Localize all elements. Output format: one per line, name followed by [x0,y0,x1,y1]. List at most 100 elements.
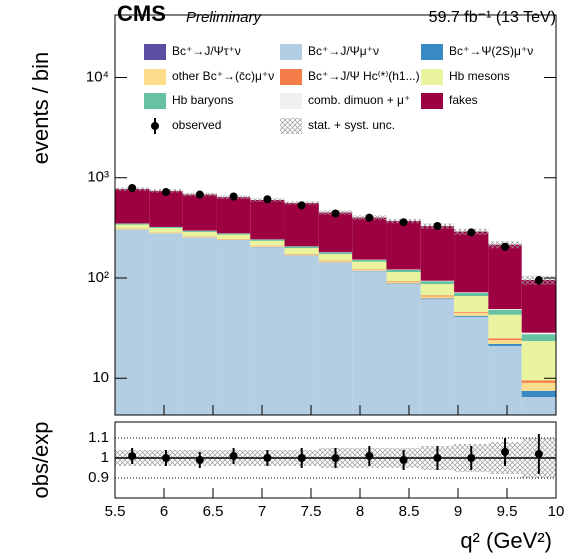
data-point [467,454,476,462]
bar-segment [115,189,150,224]
bar-segment [182,230,217,232]
bar-segment [488,343,522,346]
y-tick-label: 10² [87,269,109,286]
y-tick-label: 0.9 [88,469,109,486]
bar-segment [454,315,489,317]
legend-swatch [144,69,166,85]
bar-segment [488,338,522,341]
bar-segment [488,340,522,344]
bar-segment [386,281,421,283]
bar-segment [182,236,217,238]
data-point [263,195,272,204]
plot-frame [114,14,557,416]
legend-swatch [144,93,166,109]
bar-segment [250,247,285,415]
bar-segment [386,269,421,273]
legend-label: Hb mesons [449,69,510,83]
legend-swatch [144,44,166,60]
data-point [229,192,238,201]
legend-swatch [151,122,159,130]
legend-label: Hb baryons [172,93,233,107]
bar-segment [115,228,150,230]
legend-label: fakes [449,93,478,107]
bar-segment [115,223,150,225]
data-point [534,276,543,285]
legend-swatch [421,44,443,60]
legend-label: Bc⁺→J/Ψτ⁺ν [172,44,241,58]
x-tick-label: 7.5 [301,503,322,520]
bar-segment [149,228,183,233]
bar-segment [521,380,556,383]
bar-segment [488,309,522,315]
bar-segment [386,282,421,284]
bar-segment [352,259,387,262]
bar-segment [250,239,285,241]
data-point [501,448,510,456]
bar-segment [149,233,183,415]
legend-swatch [421,69,443,85]
legend-label: Bc⁺→J/Ψμ⁺ν [308,44,379,58]
data-point [399,456,408,464]
data-point [263,454,272,462]
legend-swatch [280,44,302,60]
data-point [128,452,137,460]
x-axis-label: q² (GeV²) [460,528,552,553]
bar-segment [182,194,217,231]
data-point [128,184,137,193]
bar-segment [521,382,556,391]
ratio-y-label: obs/exp [28,421,53,498]
bar-segment [454,311,489,313]
x-tick-label: 9.5 [497,503,518,520]
bar-segment [454,296,489,312]
bar-segment [216,239,251,241]
bar-segment [352,217,387,260]
bar-segment [488,314,522,339]
data-point [331,209,340,218]
bar-segment [318,212,353,253]
bar-segment [318,262,353,415]
legend-label: stat. + syst. unc. [308,118,395,132]
bar-segment [454,316,489,415]
bar-segment [318,260,353,262]
data-point [433,222,442,231]
y-tick-label: 1.1 [88,429,109,446]
subtitle: Preliminary [186,9,263,26]
bar-segment [115,224,150,229]
bar-segment [216,234,251,239]
data-point [365,213,374,222]
bar-segment [318,261,353,263]
bar-segment [352,269,387,271]
data-point [467,228,476,237]
bar-segment [521,390,556,398]
bar-segment [488,244,522,310]
bar-segment [284,202,319,247]
bar-segment [149,232,183,234]
data-point [297,201,306,210]
plot-frame [114,421,557,499]
bar-segment [115,229,150,415]
x-tick-label: 6 [160,503,168,520]
data-point [399,218,408,227]
legend-swatch [421,93,443,109]
data-point [331,454,340,462]
data-point [433,454,442,462]
x-tick-label: 6.5 [203,503,224,520]
bar-segment [420,299,455,415]
bar-segment [420,284,455,296]
bar-segment [420,281,455,285]
x-tick-label: 7 [258,503,266,520]
legend-label: observed [172,118,221,132]
bar-segment [216,240,251,415]
x-tick-label: 9 [454,503,462,520]
bar-segment [420,226,455,281]
data-point [534,450,543,458]
bar-segment [284,254,319,256]
bar-segment [420,298,455,300]
bar-segment [454,312,489,316]
data-point [195,456,204,464]
bar-segment [521,280,556,333]
x-tick-label: 8 [356,503,364,520]
legend-swatch [280,118,302,134]
legend-swatch [280,93,302,109]
